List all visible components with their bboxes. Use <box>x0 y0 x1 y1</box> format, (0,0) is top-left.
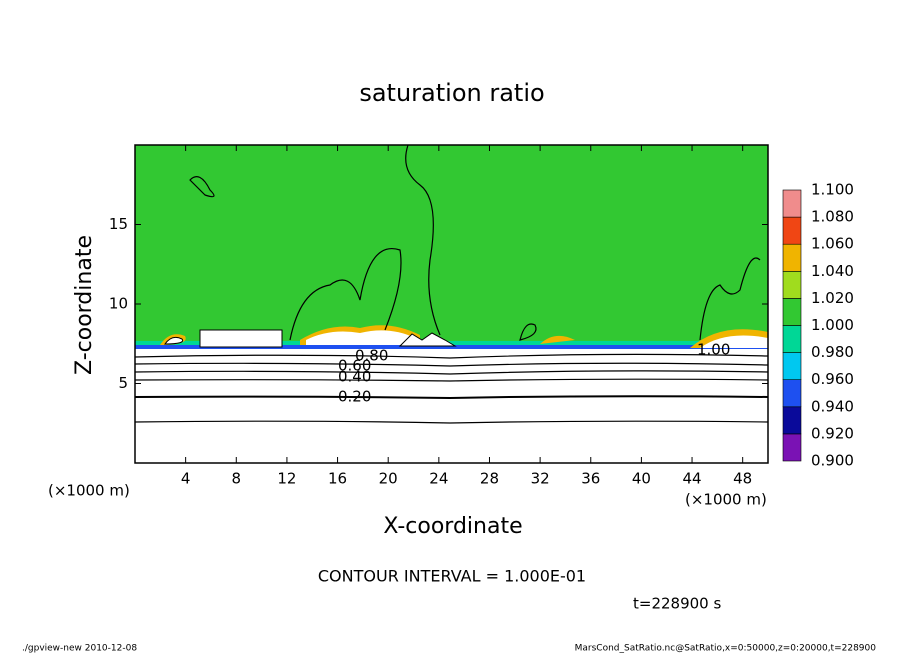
colorbar-band <box>782 270 802 299</box>
colorbar-label: 0.980 <box>811 343 854 361</box>
x-tick-label: 16 <box>328 470 347 488</box>
colorbar-label: 1.020 <box>811 289 854 307</box>
colorbar-band <box>782 189 802 218</box>
colorbar-band <box>782 216 802 245</box>
field-blob <box>164 336 184 345</box>
contour-label: 1.00 <box>697 341 730 359</box>
field-blob <box>199 329 283 348</box>
y-tick-label: 15 <box>109 215 128 233</box>
colorbar-band <box>782 433 802 462</box>
colorbar-label: 0.920 <box>811 424 854 442</box>
colorbar-label: 0.900 <box>811 452 854 470</box>
colorbar-band <box>782 325 802 353</box>
x-tick-label: 44 <box>682 470 701 488</box>
contour-label: 0.20 <box>338 388 371 406</box>
field-blob <box>306 330 415 345</box>
field-band <box>135 345 768 350</box>
y-unit-label: (×1000 m) <box>48 482 130 500</box>
x-tick-label: 40 <box>632 470 651 488</box>
x-tick-label: 8 <box>232 470 242 488</box>
y-axis-label: Z-coordinate <box>72 235 97 375</box>
y-tick-label: 5 <box>118 374 128 392</box>
colorbar-label: 1.000 <box>811 316 854 334</box>
colorbar-label: 1.060 <box>811 235 854 253</box>
colorbar-band <box>782 379 802 408</box>
x-tick-label: 20 <box>379 470 398 488</box>
colorbar-band <box>782 406 802 435</box>
contour-lines <box>135 145 768 424</box>
colorbar-label: 0.960 <box>811 370 854 388</box>
contour-label: 0.40 <box>338 368 371 386</box>
contour-label: 0.80 <box>355 347 388 365</box>
time-label: t=228900 s <box>633 595 721 613</box>
field <box>135 145 768 463</box>
field-blob <box>700 335 768 348</box>
colorbar-band <box>782 298 802 326</box>
x-tick-label: 36 <box>581 470 600 488</box>
field-white <box>135 349 768 463</box>
x-tick-label: 28 <box>480 470 499 488</box>
x-tick-label: 4 <box>181 470 191 488</box>
chart-title: saturation ratio <box>359 79 544 107</box>
x-tick-label: 32 <box>531 470 550 488</box>
colorbar-band <box>782 352 802 381</box>
colorbar-label: 1.040 <box>811 262 854 280</box>
x-tick-label: 12 <box>277 470 296 488</box>
colorbar-label: 0.940 <box>811 397 854 415</box>
x-tick-label: 24 <box>429 470 448 488</box>
y-tick-label: 10 <box>109 295 128 313</box>
x-unit-label: (×1000 m) <box>685 491 767 509</box>
field-blob <box>540 335 575 344</box>
field-blob <box>398 332 457 347</box>
x-tick-label: 48 <box>733 470 752 488</box>
colorbar-label: 1.080 <box>811 208 854 226</box>
footer-left: ./gpview-new 2010-12-08 <box>22 644 137 654</box>
x-axis-label: X-coordinate <box>383 514 522 539</box>
colorbar-label: 1.100 <box>811 181 854 199</box>
annotation: CONTOUR INTERVAL = 1.000E-01 <box>318 567 586 586</box>
footer-right: MarsCond_SatRatio.nc@SatRatio,x=0:50000,… <box>575 644 877 654</box>
colorbar-band <box>782 243 802 272</box>
contour-label: 0.60 <box>338 357 371 375</box>
